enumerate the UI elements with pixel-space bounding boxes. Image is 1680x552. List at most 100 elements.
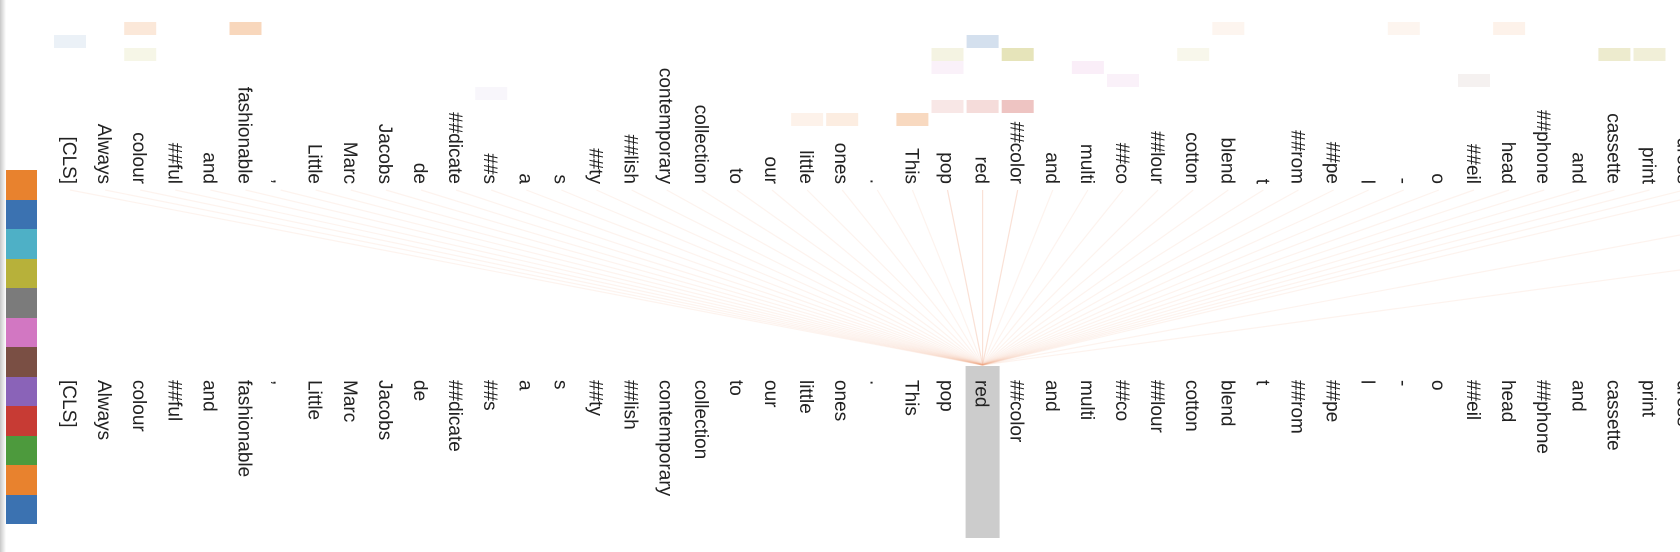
- attention-line: [210, 189, 983, 366]
- head-color-swatch[interactable]: [6, 229, 37, 259]
- token-left: and: [1041, 152, 1062, 184]
- token-right[interactable]: and: [1041, 380, 1062, 412]
- attention-line: [982, 189, 1405, 366]
- token-left: ##lish: [620, 134, 641, 184]
- token-right[interactable]: ##ful: [163, 380, 184, 421]
- token-left: Little: [304, 144, 325, 184]
- token-right[interactable]: This: [900, 380, 921, 416]
- head-color-swatch[interactable]: [6, 317, 37, 347]
- token-right[interactable]: ##co: [1111, 380, 1132, 421]
- right-token-column[interactable]: [CLS] Always colour ##ful and fashionable, Lit…: [58, 380, 1680, 497]
- token-right[interactable]: ##dicate: [444, 380, 465, 452]
- token-right[interactable]: ##rom: [1287, 380, 1308, 434]
- token-right[interactable]: ##lour: [1146, 380, 1167, 433]
- token-right[interactable]: our: [760, 380, 781, 408]
- token-left: ##ty: [585, 148, 606, 184]
- token-right[interactable]: multi: [1076, 380, 1097, 420]
- token-left: dress: [1673, 138, 1680, 184]
- token-right[interactable]: cotton: [1181, 380, 1202, 432]
- head-color-swatch[interactable]: [6, 170, 37, 200]
- token-left: ##eil: [1462, 144, 1483, 184]
- attention-cell: [475, 87, 508, 100]
- token-right[interactable]: cassette: [1602, 380, 1623, 451]
- token-right[interactable]: little: [795, 380, 816, 414]
- token-right[interactable]: contemporary: [655, 380, 676, 497]
- token-left: blend: [1216, 138, 1237, 185]
- token-right[interactable]: red: [971, 380, 992, 407]
- token-left: ##co: [1111, 143, 1132, 184]
- attention-line: [982, 189, 1369, 366]
- token-right[interactable]: fashionable: [234, 380, 255, 477]
- token-left: to: [725, 168, 746, 184]
- token-right[interactable]: ##s: [479, 380, 500, 411]
- token-right[interactable]: blend: [1216, 380, 1237, 427]
- attention-line: [104, 189, 983, 366]
- attention-cell: [1633, 48, 1666, 61]
- token-right[interactable]: ##color: [1006, 380, 1027, 443]
- head-color-swatch[interactable]: [6, 347, 37, 377]
- attention-cell: [1493, 22, 1526, 35]
- token-left: a: [514, 173, 535, 184]
- token-left: collection: [690, 105, 711, 184]
- token-right[interactable]: colour: [128, 380, 149, 432]
- token-right[interactable]: s: [549, 380, 570, 390]
- attention-cell: [1001, 48, 1034, 61]
- head-color-swatch[interactable]: [6, 288, 37, 318]
- token-right[interactable]: print: [1638, 380, 1659, 418]
- token-left: Marc: [339, 142, 360, 184]
- token-right[interactable]: -: [1392, 380, 1413, 386]
- head-color-swatch[interactable]: [6, 465, 37, 495]
- token-right[interactable]: de: [409, 380, 430, 401]
- head-color-swatch[interactable]: [6, 199, 37, 229]
- token-right[interactable]: ##ty: [585, 380, 606, 416]
- token-left: colour: [128, 132, 149, 184]
- token-right[interactable]: Marc: [339, 380, 360, 422]
- token-right[interactable]: .: [865, 380, 886, 385]
- token-right[interactable]: t: [1251, 380, 1272, 386]
- attention-line: [490, 189, 983, 366]
- attention-cell: [931, 48, 964, 61]
- head-color-swatch[interactable]: [6, 258, 37, 288]
- token-right[interactable]: dress: [1673, 380, 1680, 426]
- attention-line: [982, 189, 1334, 366]
- head-color-swatch[interactable]: [6, 494, 37, 524]
- token-right[interactable]: Little: [304, 380, 325, 420]
- token-right[interactable]: ##eil: [1462, 380, 1483, 420]
- attention-line: [982, 189, 1545, 366]
- attention-line: [596, 189, 983, 366]
- left-edge-strip: [0, 0, 6, 552]
- token-left: fashionable: [234, 87, 255, 184]
- attention-line: [982, 189, 1299, 366]
- attention-heatmap: [54, 22, 1666, 126]
- token-left: ones: [830, 143, 851, 184]
- token-right[interactable]: l: [1357, 380, 1378, 384]
- attention-line: [982, 189, 1194, 366]
- head-color-swatch[interactable]: [6, 435, 37, 465]
- token-right[interactable]: Jacobs: [374, 380, 395, 440]
- token-right[interactable]: [CLS]: [58, 380, 79, 428]
- token-right[interactable]: ##pe: [1322, 380, 1343, 422]
- token-left: print: [1638, 147, 1659, 185]
- attention-line: [315, 189, 983, 366]
- token-right[interactable]: head: [1497, 380, 1518, 422]
- token-right[interactable]: ##lish: [620, 380, 641, 430]
- head-color-swatch[interactable]: [6, 376, 37, 406]
- token-right[interactable]: to: [725, 380, 746, 396]
- token-right[interactable]: and: [198, 380, 219, 412]
- token-right[interactable]: Always: [93, 380, 114, 440]
- token-right[interactable]: ones: [830, 380, 851, 421]
- attention-line: [666, 189, 983, 366]
- token-right[interactable]: ##phone: [1532, 380, 1553, 454]
- attention-cell: [966, 35, 999, 48]
- token-right[interactable]: a: [514, 380, 535, 391]
- token-right[interactable]: o: [1427, 380, 1448, 391]
- token-right[interactable]: pop: [936, 380, 957, 412]
- token-right[interactable]: ,: [269, 380, 290, 385]
- head-color-swatch[interactable]: [6, 406, 37, 436]
- selected-token-highlight: [965, 366, 1000, 538]
- token-left: ##pe: [1322, 142, 1343, 184]
- attention-cell: [896, 113, 929, 126]
- token-right[interactable]: and: [1567, 380, 1588, 412]
- token-right[interactable]: collection: [690, 380, 711, 459]
